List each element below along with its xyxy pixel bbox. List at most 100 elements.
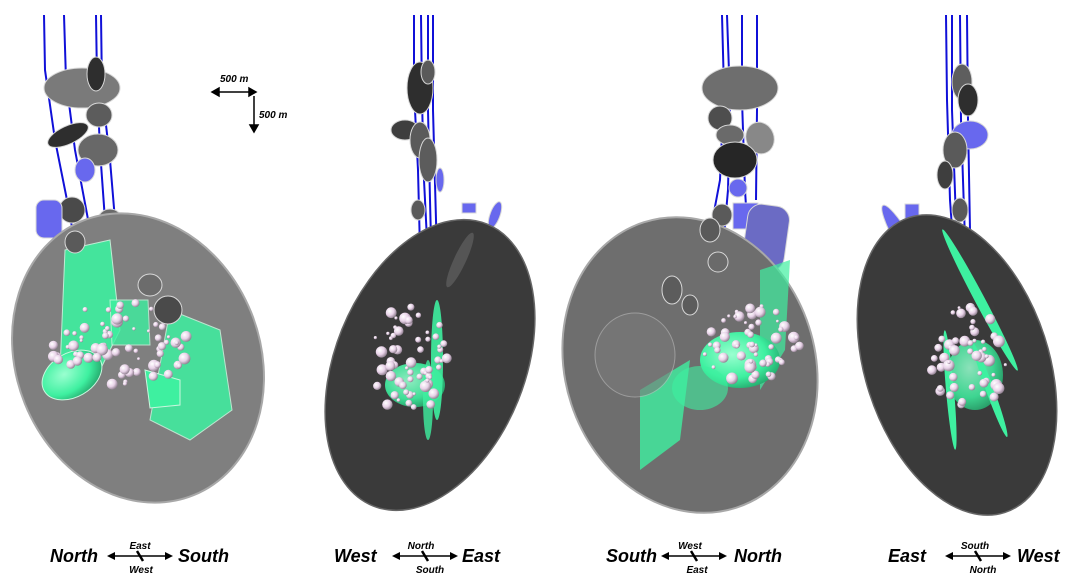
event-sphere (137, 357, 141, 361)
event-sphere (957, 306, 961, 310)
event-sphere (980, 339, 986, 344)
event-sphere (968, 384, 976, 391)
event-sphere (399, 381, 407, 390)
compass-top-label: South (961, 541, 989, 552)
event-sphere (415, 336, 422, 343)
compass-bottom-label: North (970, 565, 997, 574)
event-sphere (425, 330, 430, 335)
microseismic-events (927, 302, 1008, 409)
green-fractures (594, 260, 790, 470)
event-sphere (702, 352, 707, 357)
event-sphere (119, 364, 130, 375)
event-sphere (952, 337, 959, 345)
event-sphere (958, 397, 967, 406)
event-sphere (437, 344, 442, 349)
event-sphere (375, 346, 388, 358)
compass-arrow-icon (107, 550, 173, 562)
compass-top-label: North (408, 541, 435, 552)
event-sphere (124, 344, 133, 353)
event-sphere (946, 391, 955, 400)
event-sphere (133, 348, 139, 354)
event-sphere (434, 356, 442, 364)
event-sphere (956, 308, 966, 319)
event-sphere (373, 336, 377, 340)
right-direction-label: West (1017, 546, 1061, 566)
event-sphere (943, 359, 955, 372)
event-sphere (72, 356, 83, 366)
event-sphere (971, 350, 982, 361)
event-sphere (936, 385, 944, 392)
event-sphere (927, 365, 937, 375)
event-sphere (714, 346, 721, 354)
event-sphere (390, 391, 399, 400)
event-sphere (156, 350, 164, 358)
event-sphere (733, 314, 737, 319)
event-sphere (425, 378, 430, 383)
right-direction-label: East (462, 546, 501, 566)
event-sphere (979, 390, 987, 398)
event-sphere (393, 326, 404, 336)
event-sphere (68, 340, 79, 352)
event-sphere (132, 368, 141, 376)
event-sphere (176, 363, 182, 369)
event-sphere (105, 307, 112, 313)
event-sphere (116, 301, 124, 310)
event-sphere (982, 346, 987, 352)
event-sphere (82, 307, 88, 312)
event-sphere (735, 344, 740, 349)
event-sphere (153, 321, 159, 328)
left-direction-label: East (888, 546, 927, 566)
event-sphere (79, 335, 84, 340)
event-sphere (111, 313, 123, 325)
event-sphere (417, 346, 424, 353)
event-sphere (968, 306, 978, 316)
event-sphere (96, 343, 108, 356)
event-sphere (376, 364, 388, 376)
scale-bar (210, 86, 260, 134)
event-sphere (747, 331, 754, 339)
main-fracture-disc (561, 216, 819, 514)
event-sphere (719, 331, 730, 342)
event-sphere (726, 372, 738, 385)
event-sphere (441, 353, 452, 364)
left-direction-label: South (606, 546, 657, 566)
event-sphere (768, 344, 774, 350)
event-sphere (178, 352, 191, 365)
event-sphere (949, 382, 959, 392)
event-sphere (950, 310, 956, 315)
event-sphere (174, 340, 179, 345)
compass-arrow-icon (945, 550, 1011, 562)
event-sphere (706, 327, 716, 337)
event-sphere (432, 333, 440, 341)
event-sphere (753, 352, 759, 357)
event-sphere (770, 332, 782, 344)
event-sphere (53, 354, 63, 365)
event-sphere (989, 392, 999, 402)
event-sphere (164, 339, 169, 345)
compass-bottom-label: East (686, 565, 708, 574)
event-sphere (993, 382, 1005, 394)
event-sphere (410, 404, 417, 410)
event-sphere (1003, 363, 1008, 367)
upper-fractures (701, 65, 790, 272)
event-sphere (385, 307, 397, 319)
event-sphere (147, 329, 151, 333)
event-sphere (149, 306, 154, 312)
event-sphere (748, 359, 754, 364)
event-sphere (736, 351, 746, 361)
event-sphere (793, 335, 799, 340)
event-sphere (428, 388, 440, 400)
microseismic-events (48, 299, 192, 390)
event-sphere (970, 319, 976, 325)
event-sphere (415, 312, 422, 318)
event-sphere (751, 370, 760, 379)
event-sphere (92, 352, 102, 362)
left-direction-label: West (334, 546, 378, 566)
event-sphere (765, 371, 772, 378)
event-sphere (416, 373, 423, 380)
event-sphere (158, 323, 166, 331)
event-sphere (440, 340, 448, 347)
event-sphere (993, 335, 1005, 348)
event-sphere (778, 359, 785, 366)
event-sphere (749, 341, 755, 348)
